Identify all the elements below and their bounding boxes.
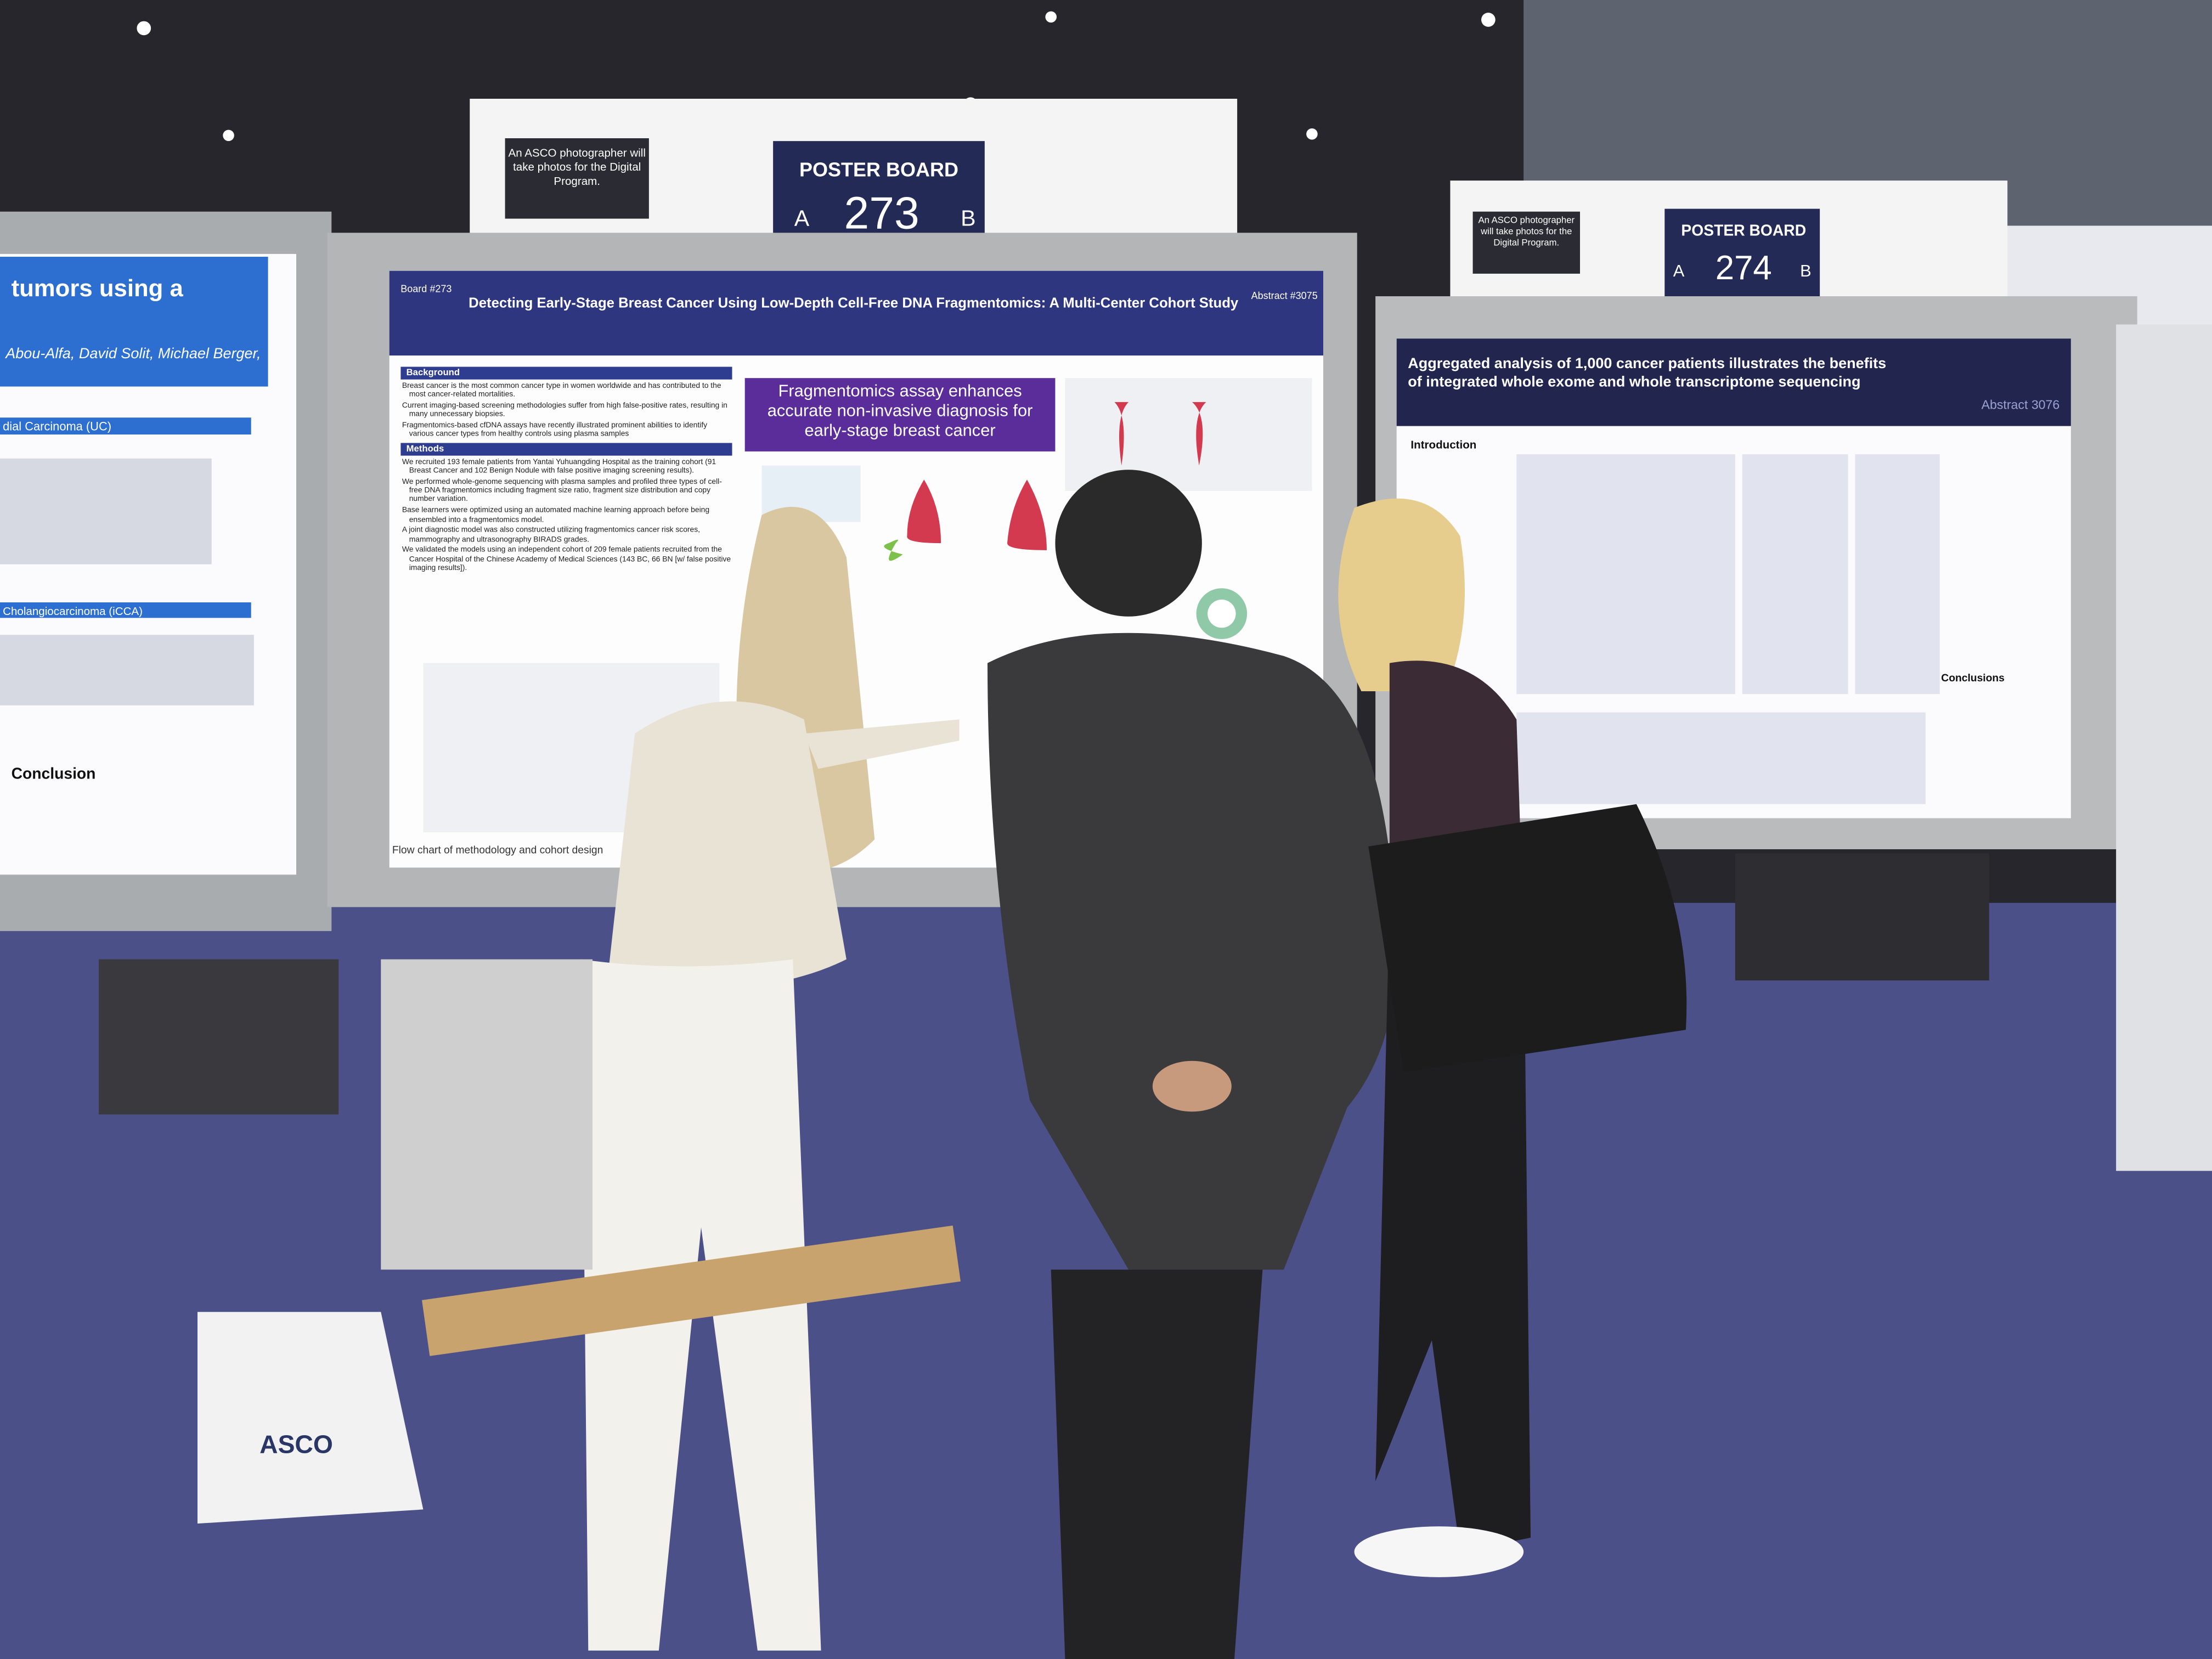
sign-label: POSTER BOARD bbox=[799, 158, 958, 180]
sign-note-bg bbox=[505, 138, 649, 219]
poster-text: Background Breast cancer is the most comm… bbox=[400, 366, 732, 573]
bullet: We recruited 193 female patients from Ya… bbox=[402, 458, 716, 476]
sign-note: An ASCO photographer will take photos fo… bbox=[1478, 216, 1575, 249]
figure bbox=[0, 458, 212, 565]
bullet: Fragmentomics-based cfDNA assays have re… bbox=[402, 422, 708, 439]
sign-note: An ASCO photographer will take photos fo… bbox=[508, 146, 646, 188]
section-heading: Conclusions bbox=[1941, 673, 2005, 684]
chairs bbox=[99, 853, 1989, 1356]
bullet: Current imaging-based screening methodol… bbox=[402, 402, 727, 420]
poster-header bbox=[389, 270, 1323, 356]
poster-title: Detecting Early-Stage Breast Cancer Usin… bbox=[469, 296, 1239, 312]
panel-side bbox=[2116, 324, 2212, 1171]
sign-label: POSTER BOARD bbox=[1681, 221, 1806, 239]
poster-header bbox=[1396, 338, 2071, 426]
bullet: Breast cancer is the most common cancer … bbox=[402, 382, 721, 400]
poster-title: tumors using a bbox=[12, 275, 184, 302]
sign-side: B bbox=[1800, 261, 1812, 280]
sign-note-bg bbox=[1472, 211, 1580, 274]
poster-abstract: Abstract 3076 bbox=[1982, 398, 2060, 412]
sign-number: 274 bbox=[1716, 249, 1772, 287]
woman-left bbox=[581, 506, 960, 1651]
man bbox=[988, 470, 1398, 1659]
section-heading: Methods bbox=[400, 442, 732, 456]
bag-logo: ASCO bbox=[259, 1430, 333, 1459]
section-heading: Background bbox=[400, 366, 732, 380]
poster-header bbox=[0, 257, 268, 387]
figure bbox=[0, 635, 254, 706]
poster-caption: Flow chart of methodology and cohort des… bbox=[392, 845, 603, 856]
section-heading: Conclusion bbox=[12, 764, 96, 782]
poster-title: Aggregated analysis of 1,000 cancer pati… bbox=[1408, 356, 1887, 390]
sign-plate bbox=[1664, 208, 1820, 303]
section-heading: Cholangiocarcinoma (iCCA) bbox=[3, 605, 143, 618]
poster-abstract: Abstract #3075 bbox=[1251, 290, 1318, 301]
poster-board: Board #273 bbox=[400, 283, 452, 294]
section-heading: Introduction bbox=[1410, 439, 1476, 452]
poster-authors: Abou-Alfa, David Solit, Michael Berger, bbox=[4, 345, 261, 362]
bullet: We validated the models using an indepen… bbox=[402, 546, 731, 573]
sign-number: 273 bbox=[844, 189, 919, 239]
sign-side: A bbox=[794, 205, 810, 230]
sign-side: A bbox=[1673, 261, 1685, 280]
highlight-box bbox=[744, 378, 1056, 452]
poster-figures bbox=[1516, 454, 1940, 804]
sign-side: B bbox=[961, 205, 975, 230]
woman-right bbox=[1338, 498, 1687, 1577]
tote-bag: ASCO bbox=[198, 1312, 424, 1524]
poster-highlight: Fragmentomics assay enhances accurate no… bbox=[767, 381, 1033, 441]
section-bar bbox=[0, 602, 251, 618]
bullet: We performed whole-genome sequencing wit… bbox=[402, 478, 722, 505]
section-heading: dial Carcinoma (UC) bbox=[3, 419, 111, 433]
section-bar bbox=[0, 417, 251, 435]
bullet: A joint diagnostic model was also constr… bbox=[402, 527, 701, 544]
bullet: Base learners were optimized using an au… bbox=[402, 506, 710, 524]
